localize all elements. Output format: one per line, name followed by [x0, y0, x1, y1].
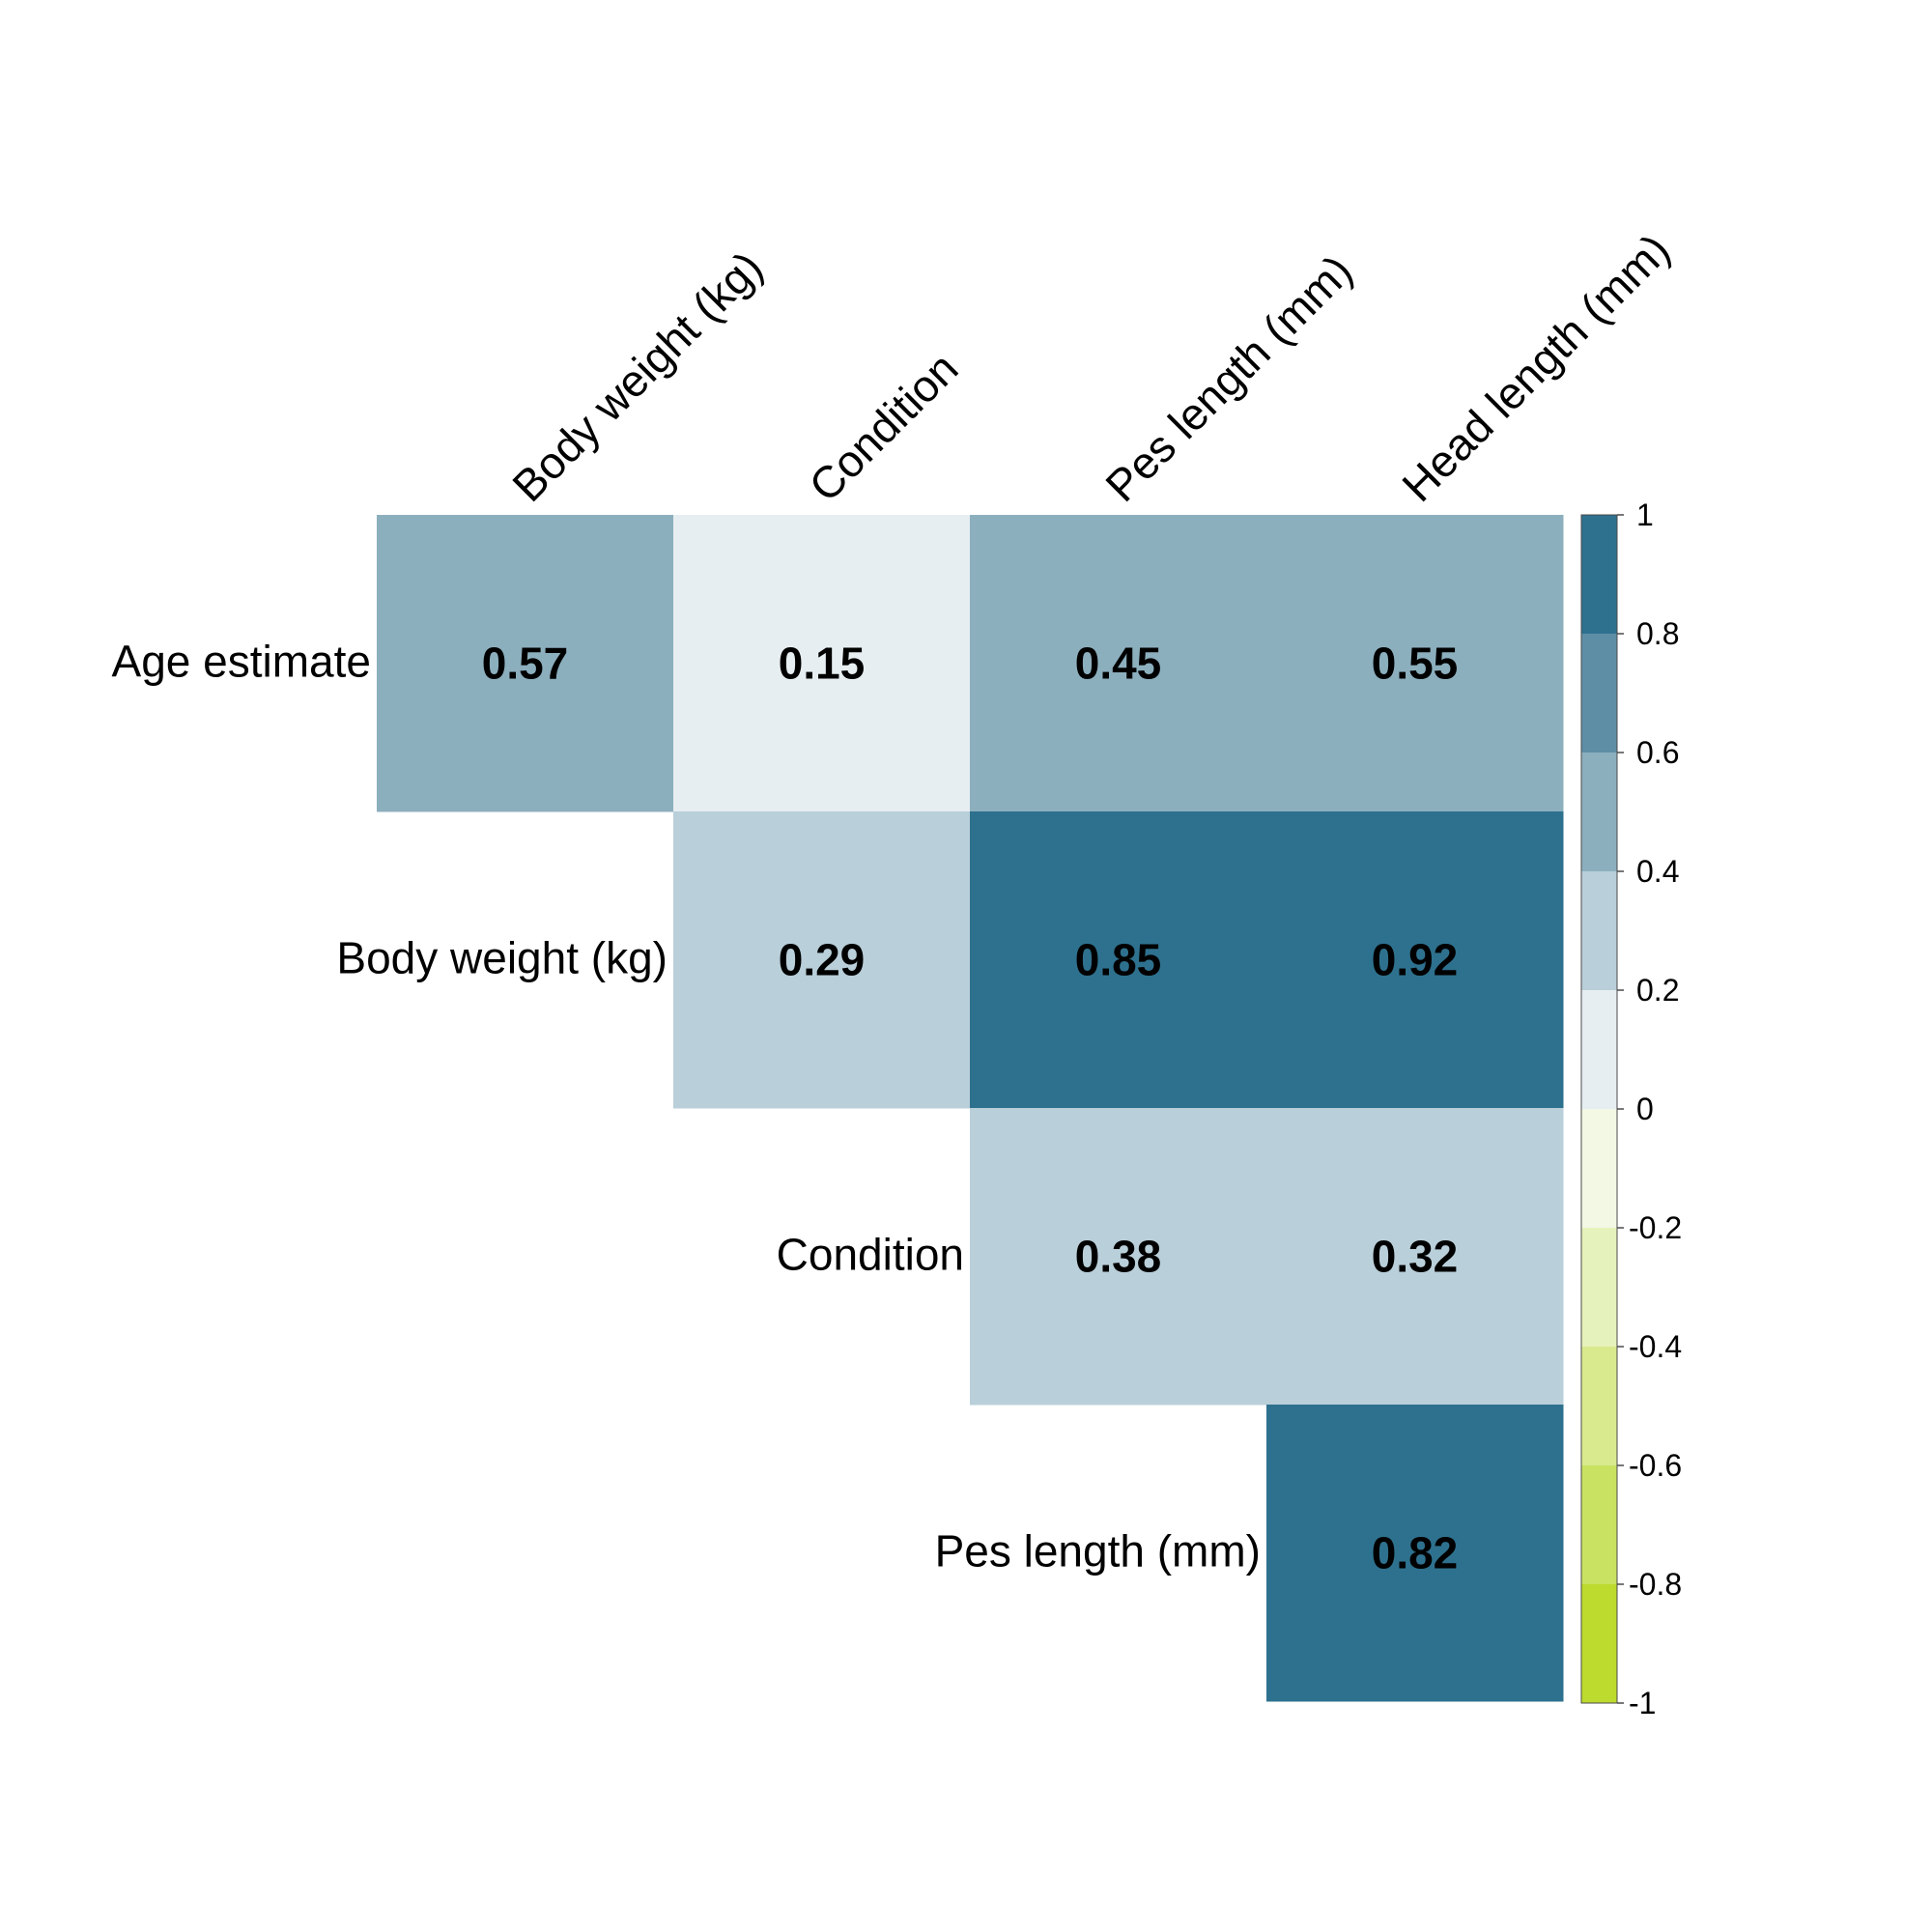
row-label: Pes length (mm): [935, 1526, 1261, 1577]
heatmap-cells: 0.57 0.15 0.45 0.55 0.29 0.85 0.92 0.38 0.32 0.82: [377, 515, 1564, 1702]
heatmap-cell: [673, 811, 971, 1109]
legend-color-bin: [1581, 634, 1617, 753]
legend-color-bin: [1581, 753, 1617, 872]
legend-color-bin: [1581, 1584, 1617, 1704]
heatmap-cell: [970, 515, 1267, 812]
heatmap-cell: [1266, 1108, 1564, 1406]
column-label: Body weight (kg): [502, 242, 772, 511]
heatmap-cell: [1266, 811, 1564, 1109]
legend-tick-label: 0.8: [1636, 616, 1679, 651]
legend-color-bin: [1581, 1347, 1617, 1466]
legend-tick-label: -0.8: [1629, 1567, 1682, 1602]
legend-tick-label: -0.2: [1629, 1210, 1682, 1245]
row-label: Condition: [777, 1230, 964, 1280]
column-label: Condition: [799, 343, 967, 511]
row-label: Body weight (kg): [336, 933, 668, 983]
cell-value-label: 0.57: [482, 639, 569, 689]
legend-tick-label: 1: [1636, 497, 1654, 532]
cell-value-label: 0.92: [1372, 935, 1459, 985]
cell-value-label: 0.55: [1372, 639, 1459, 689]
cell-value-label: 0.29: [779, 935, 866, 985]
legend-color-bin: [1581, 1465, 1617, 1585]
heatmap-cell: [1266, 1405, 1564, 1702]
row-labels: Age estimate Body weight (kg) Condition Pes…: [112, 637, 1261, 1577]
cell-value-label: 0.38: [1075, 1232, 1162, 1282]
legend-tick-label: -0.6: [1629, 1448, 1682, 1483]
color-legend: 1 0.8 0.6 0.4 0.2 0 -0.2 -0.4 -0.6 -0.8 -1: [1580, 497, 1682, 1720]
legend-color-bin: [1581, 1109, 1617, 1229]
legend-tick-label: -0.4: [1629, 1329, 1682, 1364]
legend-tick-label: 0.2: [1636, 973, 1679, 1008]
cell-value-label: 0.15: [779, 639, 866, 689]
legend-tick-label: 0.6: [1636, 735, 1679, 770]
cell-value-label: 0.32: [1372, 1232, 1459, 1282]
legend-tick-label: 0.4: [1636, 854, 1679, 889]
heatmap-cell: [377, 515, 674, 812]
legend-color-bin: [1581, 871, 1617, 991]
legend-color-bin: [1581, 1228, 1617, 1348]
heatmap-cell: [970, 811, 1267, 1109]
heatmap-cell: [673, 515, 971, 812]
legend-tick-label: -1: [1629, 1686, 1656, 1720]
heatmap-cell: [970, 1108, 1267, 1406]
cell-value-label: 0.85: [1075, 935, 1162, 985]
column-labels: Body weight (kg) Condition Pes length (mm)…: [502, 224, 1679, 511]
column-label: Head length (mm): [1392, 224, 1679, 511]
legend-tick-label: 0: [1636, 1092, 1654, 1126]
cell-value-label: 0.45: [1075, 639, 1162, 689]
row-label: Age estimate: [112, 637, 371, 687]
legend-color-bin: [1581, 515, 1617, 635]
cell-value-label: 0.82: [1372, 1528, 1459, 1578]
column-label: Pes length (mm): [1095, 245, 1361, 511]
heatmap-cell: [1266, 515, 1564, 812]
legend-color-bin: [1581, 990, 1617, 1110]
